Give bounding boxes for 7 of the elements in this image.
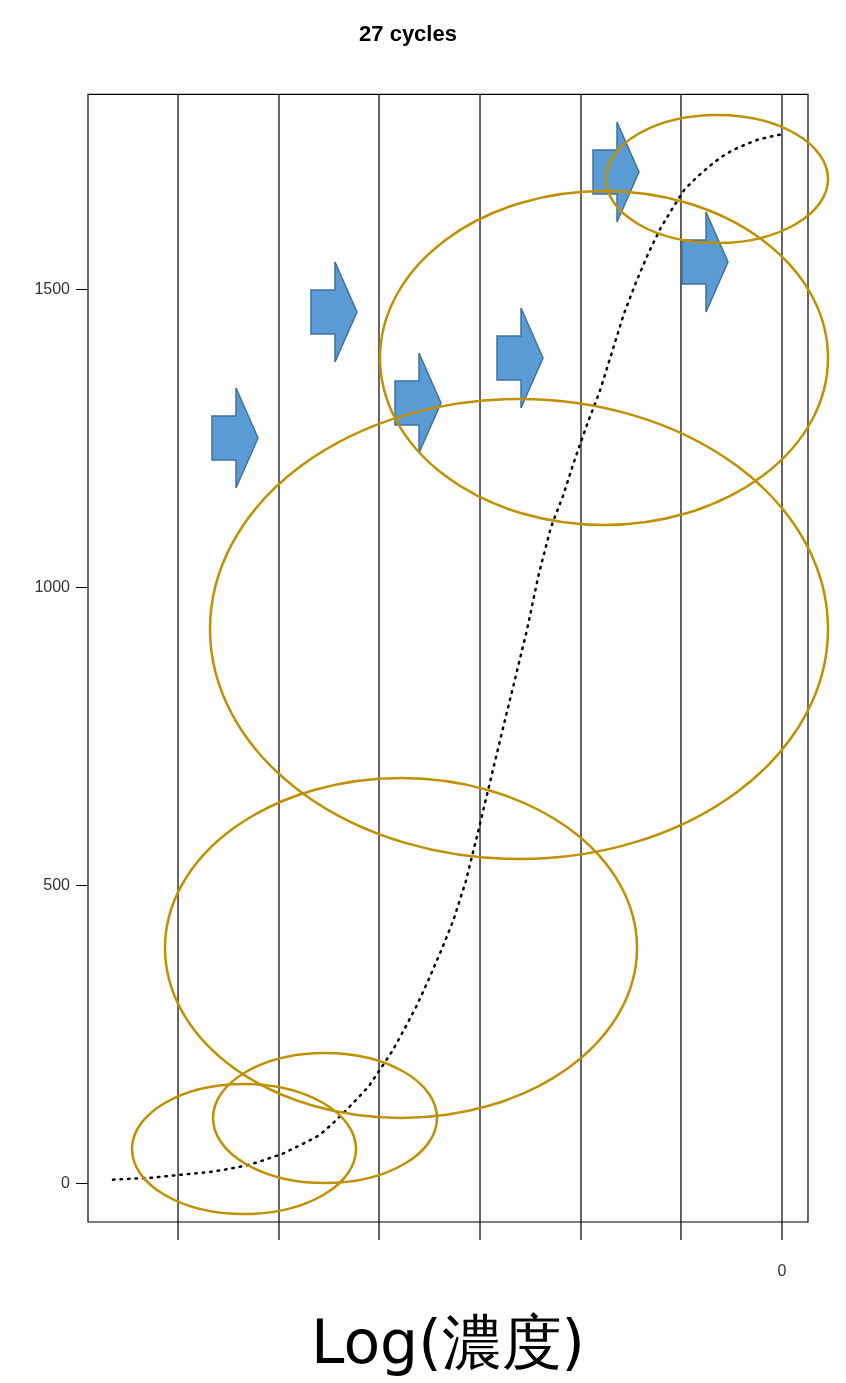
- y-tick-label: 500: [43, 876, 71, 894]
- chart-title: 27 cycles: [359, 21, 457, 47]
- y-tick-label: 1500: [34, 279, 71, 297]
- x-axis-title: Log(濃度): [311, 1306, 585, 1377]
- y-tick-label: 1000: [34, 577, 71, 595]
- y-tick-label: 0: [61, 1174, 71, 1192]
- text: 0: [777, 1262, 787, 1280]
